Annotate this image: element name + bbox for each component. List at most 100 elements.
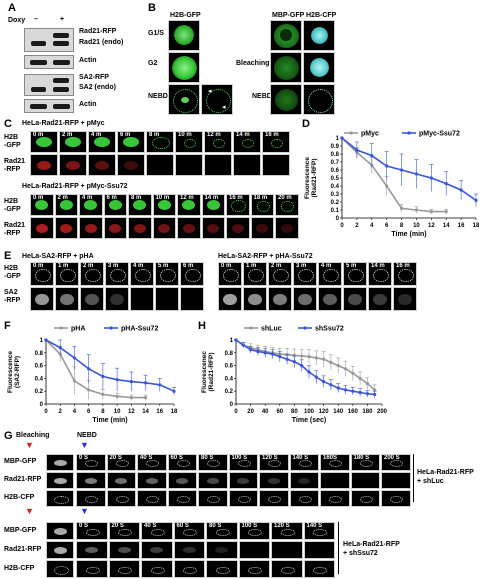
c2-gfp-frame: 18 m: [250, 194, 274, 216]
data-point: [278, 355, 282, 359]
g1-frame: [228, 472, 258, 489]
data-point: [385, 184, 389, 188]
g2-row-h2b: H2B-CFP: [4, 565, 35, 572]
data-point: [329, 360, 333, 364]
c2-gfp-frame: 14 m: [201, 194, 225, 216]
cell-image: [176, 496, 190, 504]
y-tick-label: 0.4: [331, 184, 340, 190]
g1-frame: [259, 472, 289, 489]
c1-rfp-frame: [233, 154, 261, 176]
x-tick-label: 18: [171, 409, 178, 415]
cell-image: [241, 139, 255, 148]
cell-image: [329, 496, 343, 504]
cell-image: [223, 293, 237, 305]
x-tick-label: 12: [428, 223, 435, 229]
data-point: [373, 392, 377, 396]
cell-image: [248, 268, 264, 282]
g-label-shluc: HeLa-Rad21-RFP + shLuc: [417, 469, 474, 485]
x-tick-label: 60: [276, 409, 283, 415]
y-axis-label: Fluorescence(Rad21-RFP): [304, 157, 318, 199]
cell-image: [117, 547, 131, 554]
e1-rfp-frame: [105, 287, 129, 311]
frame-time-label: 5 m: [158, 263, 169, 269]
g2-frame: 80 S: [206, 522, 238, 540]
chart-h: 00.20.40.60.810 20 40 60 80 100 120 140 160 180 20…: [201, 326, 388, 425]
data-point: [365, 392, 369, 396]
frame-time-label: 0 m: [33, 132, 44, 138]
data-point: [429, 176, 433, 180]
cell-image: [359, 496, 373, 504]
data-point: [129, 380, 133, 384]
x-tick-label: 140: [333, 409, 344, 415]
y-tick-label: 1: [40, 338, 44, 344]
x-tick-label: 2: [59, 409, 63, 415]
frame-time-label: 140 S: [292, 455, 309, 461]
frame-time-label: 40 S: [144, 523, 157, 529]
c1-rfp-frame: [88, 154, 116, 176]
c2-gfp-frame: 2 m: [54, 194, 78, 216]
frame-time-label: 80 S: [201, 455, 214, 461]
cell-image: [176, 477, 189, 484]
data-point: [414, 172, 419, 176]
g1-frame: [289, 490, 319, 507]
c1-rfp-frame: [175, 154, 203, 176]
g2-frame: [303, 541, 335, 559]
cell-image: [35, 293, 49, 305]
g1-frame: [289, 472, 319, 489]
g2-row-rad21: Rad21-RFP: [4, 546, 42, 553]
c1-gfp-frame: 4 m: [88, 131, 116, 153]
y-tick-label: 0: [230, 402, 234, 408]
cell-image: [109, 223, 122, 233]
frame-time-label: 4 m: [321, 263, 332, 269]
frame-time-label: 20 S: [111, 523, 124, 529]
e2-rfp-frame: [218, 287, 242, 311]
cell-image: [207, 223, 220, 233]
data-point: [365, 381, 369, 386]
e1-gfp-frame: 1 m: [55, 262, 79, 286]
x-tick-label: 100: [304, 409, 315, 415]
g2-prebleach-frame: [46, 541, 74, 559]
blot-actin-2: [24, 99, 74, 113]
cell-image: [323, 268, 339, 282]
g-bracket-2: [338, 522, 339, 574]
cell-image: [212, 139, 226, 148]
data-point: [234, 338, 238, 342]
c1-rfp-frame: [262, 154, 290, 176]
y-tick-label: 0.6: [225, 364, 234, 370]
cell-image: [231, 223, 244, 233]
e1-gfp-frame: 5 m: [155, 262, 179, 286]
b-image-g2: [168, 52, 200, 83]
panel-label-d: D: [302, 118, 310, 130]
data-point: [322, 380, 326, 384]
frame-time-label: 10 m: [155, 195, 170, 201]
g1-frame: 40 S: [137, 454, 167, 471]
e2-rfp-frame: [243, 287, 267, 311]
cell-image: [65, 160, 81, 170]
y-tick-label: 1: [336, 136, 340, 142]
y-axis-label-line: Fluorescenec: [201, 351, 208, 393]
y-axis-label-line: Fluorescence: [304, 157, 311, 199]
panel-label-b: B: [148, 2, 156, 14]
c2-rfp-frame: [201, 217, 225, 239]
c-row-rad21-2: Rad21 -RFP: [4, 222, 26, 237]
cell-image: [53, 459, 67, 466]
cell-image: [84, 477, 97, 484]
series-line-pHA: [45, 339, 146, 399]
frame-time-label: 60 S: [176, 523, 189, 529]
cell-image: [123, 160, 139, 170]
cell-image: [157, 199, 171, 211]
data-point: [385, 164, 389, 168]
cell-image: [35, 136, 53, 148]
g1-frame: [350, 472, 380, 489]
data-point: [143, 381, 148, 385]
x-tick-label: 80: [291, 409, 298, 415]
x-tick-label: 6: [87, 409, 91, 415]
cell-image: [59, 199, 73, 211]
g-bracket-1: [413, 454, 414, 502]
g1-frame: 160S: [320, 454, 350, 471]
e2-rfp-frame: [268, 287, 292, 311]
g2-frame: [173, 560, 205, 578]
cell-image: [223, 268, 239, 282]
cell-image: [85, 547, 99, 554]
g2-frame: [206, 560, 238, 578]
